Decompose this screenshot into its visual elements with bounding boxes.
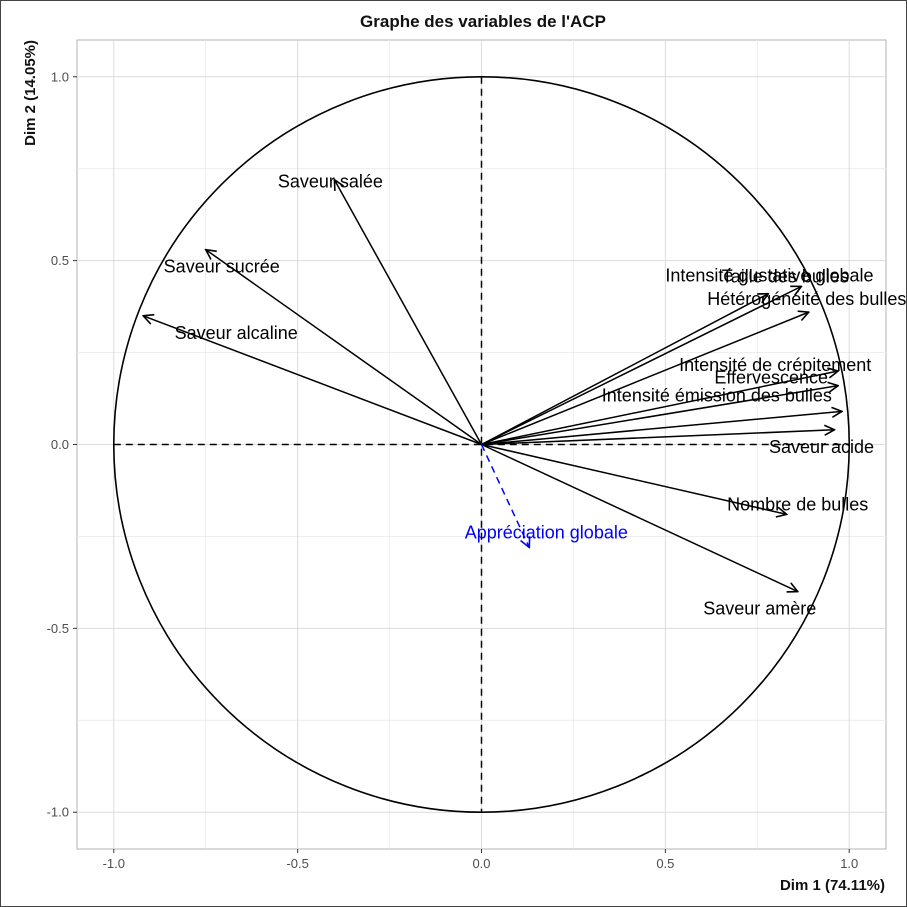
y-axis-title: Dim 2 (14.05%)	[22, 40, 39, 146]
variable-label-0-4: Taille des bulles	[722, 267, 849, 287]
variable-label-0-5: Hétérogénéité des bulles	[707, 289, 906, 309]
variable-label-0-10: Nombre de bulles	[727, 494, 868, 514]
arrow-0-3	[481, 286, 802, 446]
variable-label-1-0: Appréciation globale	[465, 522, 628, 542]
x-tick-label-0: -1.0	[103, 856, 125, 871]
variable-label-0-11: Saveur amère	[703, 599, 816, 619]
variable-label-0-9: Saveur acide	[769, 437, 874, 457]
variable-arrows	[143, 180, 842, 592]
y-tick-label-1: -0.5	[47, 621, 69, 636]
variable-labels: Saveur salée Saveur sucrée Saveur alcaline…	[164, 172, 907, 619]
variable-label-0-1: Saveur sucrée	[164, 257, 280, 277]
variable-label-0-7: Effervescence	[714, 368, 828, 388]
arrow-0-1	[206, 250, 482, 446]
y-tick-label-4: 1.0	[51, 69, 69, 84]
arrow-0-2	[143, 316, 482, 446]
chart-title: Graphe des variables de l'ACP	[360, 12, 606, 31]
y-tick-label-0: -1.0	[47, 805, 69, 820]
x-tick-label-1: -0.5	[286, 856, 308, 871]
x-tick-label-3: 0.5	[656, 856, 674, 871]
y-axis-ticks: -1.0 -0.5 0.0 0.5 1.0	[47, 69, 77, 820]
arrow-0-8	[481, 411, 842, 446]
x-tick-label-4: 1.0	[840, 856, 858, 871]
arrow-1-0	[480, 444, 530, 548]
variable-label-0-2: Saveur alcaline	[175, 323, 298, 343]
arrow-0-7	[481, 386, 839, 446]
x-tick-label-2: 0.0	[472, 856, 490, 871]
arrow-0-5	[481, 312, 809, 446]
variable-label-0-8: Intensité émission des bulles	[602, 385, 832, 405]
arrow-0-0	[334, 180, 483, 445]
arrow-0-6	[481, 371, 839, 446]
variable-label-0-3: Intensité gustative globale	[665, 265, 873, 285]
arrow-0-11	[481, 443, 798, 592]
arrow-0-9	[481, 430, 835, 446]
x-axis-ticks: -1.0 -0.5 0.0 0.5 1.0	[103, 849, 858, 871]
y-tick-label-3: 0.5	[51, 253, 69, 268]
variable-label-0-6: Intensité de crépitement	[679, 355, 871, 375]
arrow-0-4	[481, 294, 769, 446]
arrow-0-10	[481, 443, 787, 515]
variable-label-0-0: Saveur salée	[278, 172, 383, 192]
x-axis-title: Dim 1 (74.11%)	[780, 877, 885, 894]
panel: Saveur salée Saveur sucrée Saveur alcaline…	[76, 39, 907, 850]
y-tick-label-2: 0.0	[51, 437, 69, 452]
